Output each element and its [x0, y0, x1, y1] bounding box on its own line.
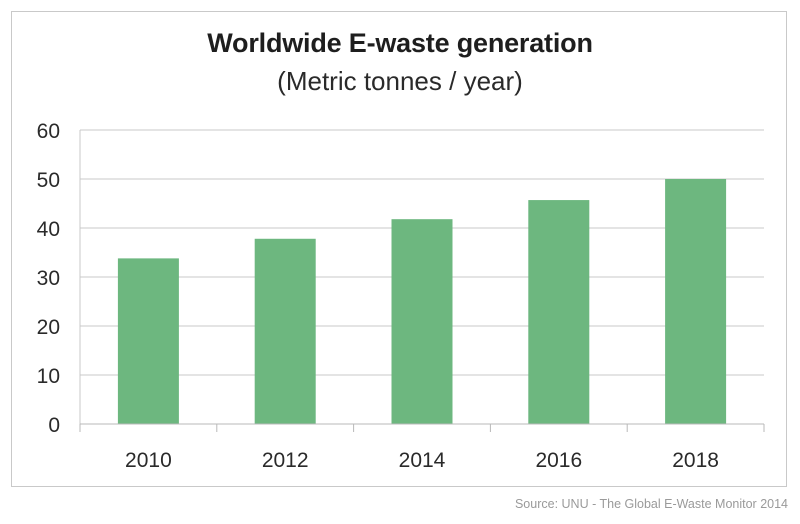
- source-note: Source: UNU - The Global E-Waste Monitor…: [514, 497, 788, 511]
- x-tick-label: 2016: [535, 449, 582, 472]
- x-tick-label: 2010: [125, 449, 172, 472]
- axes: [79, 130, 765, 432]
- y-tick-label: 20: [37, 316, 60, 339]
- x-tick-label: 2014: [399, 449, 446, 472]
- bar-2010: [117, 258, 179, 424]
- tick-labels: 0 10 20 30 40 50 60 2010 2012 2014 2016 2018: [37, 120, 719, 472]
- y-tick-label: 30: [37, 267, 60, 290]
- chart-subtitle: (Metric tonnes / year): [277, 66, 523, 96]
- x-tick-label: 2012: [262, 449, 309, 472]
- chart-title: Worldwide E-waste generation: [207, 28, 593, 58]
- bar-2018: [665, 179, 727, 424]
- x-tick-label: 2018: [672, 449, 719, 472]
- bar-2014: [391, 219, 453, 424]
- bar-2016: [528, 200, 590, 424]
- y-tick-label: 50: [37, 169, 60, 192]
- y-tick-label: 60: [37, 120, 60, 143]
- y-tick-label: 0: [48, 414, 60, 437]
- bar-2012: [254, 238, 316, 424]
- y-tick-label: 40: [37, 218, 60, 241]
- bars: [117, 179, 727, 424]
- y-tick-label: 10: [37, 365, 60, 388]
